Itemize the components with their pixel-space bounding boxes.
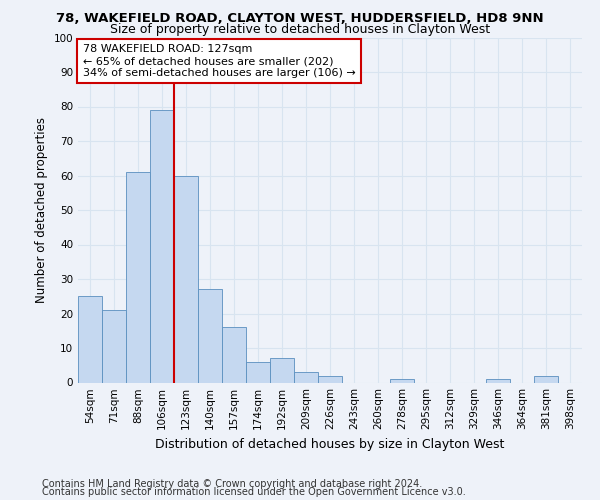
Bar bbox=[486, 379, 510, 382]
X-axis label: Distribution of detached houses by size in Clayton West: Distribution of detached houses by size … bbox=[155, 438, 505, 451]
Bar bbox=[318, 376, 342, 382]
Text: Contains public sector information licensed under the Open Government Licence v3: Contains public sector information licen… bbox=[42, 487, 466, 497]
Bar bbox=[126, 172, 150, 382]
Y-axis label: Number of detached properties: Number of detached properties bbox=[35, 117, 48, 303]
Bar bbox=[78, 296, 102, 382]
Bar bbox=[102, 310, 126, 382]
Text: 78, WAKEFIELD ROAD, CLAYTON WEST, HUDDERSFIELD, HD8 9NN: 78, WAKEFIELD ROAD, CLAYTON WEST, HUDDER… bbox=[56, 12, 544, 24]
Bar bbox=[294, 372, 318, 382]
Text: 78 WAKEFIELD ROAD: 127sqm
← 65% of detached houses are smaller (202)
34% of semi: 78 WAKEFIELD ROAD: 127sqm ← 65% of detac… bbox=[83, 44, 356, 78]
Bar bbox=[270, 358, 294, 382]
Bar bbox=[246, 362, 270, 382]
Bar bbox=[198, 290, 222, 382]
Bar bbox=[150, 110, 174, 382]
Text: Contains HM Land Registry data © Crown copyright and database right 2024.: Contains HM Land Registry data © Crown c… bbox=[42, 479, 422, 489]
Bar bbox=[534, 376, 558, 382]
Text: Size of property relative to detached houses in Clayton West: Size of property relative to detached ho… bbox=[110, 22, 490, 36]
Bar bbox=[174, 176, 198, 382]
Bar bbox=[222, 328, 246, 382]
Bar bbox=[390, 379, 414, 382]
